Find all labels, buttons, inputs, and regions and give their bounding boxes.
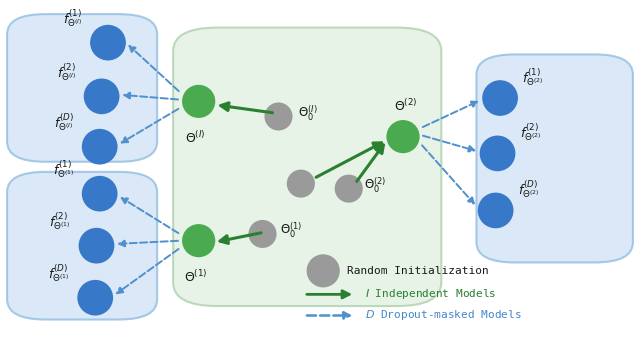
Text: $D$ Dropout-masked Models: $D$ Dropout-masked Models <box>365 308 522 323</box>
Ellipse shape <box>287 170 315 197</box>
Ellipse shape <box>479 135 515 171</box>
Ellipse shape <box>182 85 215 118</box>
Ellipse shape <box>77 280 113 315</box>
Text: $f^{(1)}_{\Theta^{(2)}}$: $f^{(1)}_{\Theta^{(2)}}$ <box>522 66 544 88</box>
Text: Random Initialization: Random Initialization <box>348 266 489 276</box>
Ellipse shape <box>79 228 115 264</box>
Text: $\Theta_0^{(1)}$: $\Theta_0^{(1)}$ <box>280 221 302 240</box>
Ellipse shape <box>264 102 292 130</box>
Text: $f^{(2)}_{\Theta^{(2)}}$: $f^{(2)}_{\Theta^{(2)}}$ <box>520 122 541 143</box>
Ellipse shape <box>477 193 513 228</box>
Text: $\Theta^{(2)}$: $\Theta^{(2)}$ <box>394 98 418 114</box>
FancyBboxPatch shape <box>7 14 157 162</box>
Text: $I$ Independent Models: $I$ Independent Models <box>365 287 496 301</box>
Ellipse shape <box>335 175 363 203</box>
Text: $f^{(2)}_{\Theta^{(1)}}$: $f^{(2)}_{\Theta^{(1)}}$ <box>49 211 71 232</box>
Ellipse shape <box>307 254 340 287</box>
Ellipse shape <box>248 220 276 248</box>
Text: $f^{(2)}_{\Theta^{(I)}}$: $f^{(2)}_{\Theta^{(I)}}$ <box>57 61 76 83</box>
FancyBboxPatch shape <box>7 172 157 319</box>
Ellipse shape <box>90 25 126 61</box>
Text: $f^{(D)}_{\Theta^{(I)}}$: $f^{(D)}_{\Theta^{(I)}}$ <box>54 112 74 133</box>
Text: $f^{(1)}_{\Theta^{(1)}}$: $f^{(1)}_{\Theta^{(1)}}$ <box>52 159 74 180</box>
Ellipse shape <box>82 129 118 164</box>
Ellipse shape <box>387 120 420 153</box>
Text: $\Theta_0^{(I)}$: $\Theta_0^{(I)}$ <box>298 103 317 123</box>
Text: $f^{(D)}_{\Theta^{(2)}}$: $f^{(D)}_{\Theta^{(2)}}$ <box>518 179 540 201</box>
Ellipse shape <box>84 79 120 114</box>
Text: $f^{(1)}_{\Theta^{(I)}}$: $f^{(1)}_{\Theta^{(I)}}$ <box>63 8 83 29</box>
Text: $\Theta_0^{(2)}$: $\Theta_0^{(2)}$ <box>364 176 387 195</box>
Ellipse shape <box>182 224 215 257</box>
Ellipse shape <box>482 80 518 116</box>
FancyBboxPatch shape <box>476 54 633 263</box>
FancyBboxPatch shape <box>173 28 442 306</box>
Ellipse shape <box>82 176 118 212</box>
Text: $\Theta^{(I)}$: $\Theta^{(I)}$ <box>185 130 206 146</box>
Text: $f^{(D)}_{\Theta^{(1)}}$: $f^{(D)}_{\Theta^{(1)}}$ <box>48 263 70 284</box>
Text: $\Theta^{(1)}$: $\Theta^{(1)}$ <box>184 269 207 285</box>
